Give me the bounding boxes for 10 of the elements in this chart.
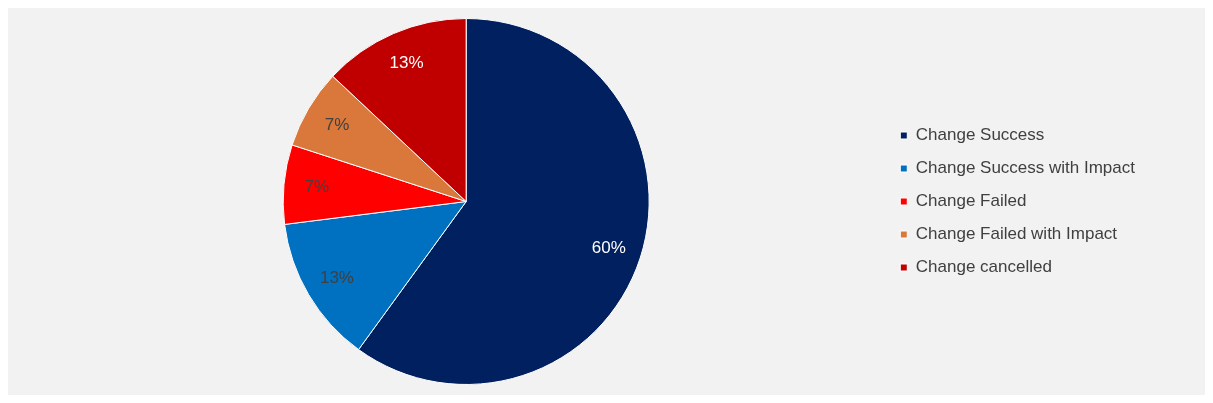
data-label: 13% xyxy=(319,267,354,287)
data-label: 60% xyxy=(591,237,626,257)
legend-label: Change cancelled xyxy=(915,257,1052,277)
legend-label: Change Failed xyxy=(915,191,1027,211)
data-label: 7% xyxy=(324,114,350,134)
legend-label: Change Success with Impact xyxy=(915,158,1136,178)
data-label: 13% xyxy=(389,53,424,73)
legend-label: Change Failed with Impact xyxy=(915,224,1118,244)
data-label: 7% xyxy=(304,177,330,197)
legend-label: Change Success xyxy=(915,125,1045,145)
